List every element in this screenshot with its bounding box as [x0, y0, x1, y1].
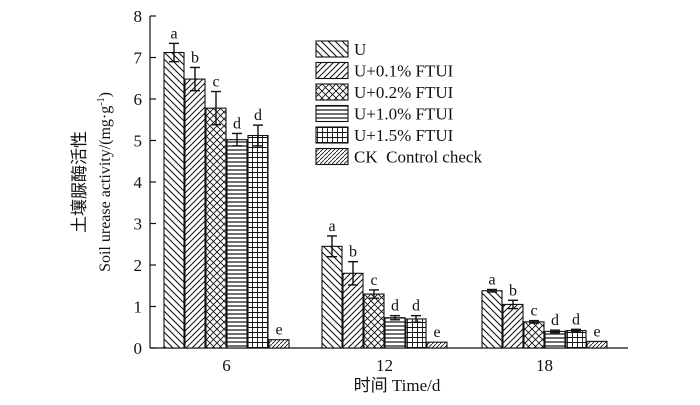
- legend-swatch: [315, 40, 349, 58]
- y-tick-label: 6: [134, 90, 143, 109]
- bar: [226, 139, 248, 349]
- bar: [426, 341, 448, 349]
- y-axis-label-en-text: Soil urease activity/(mg·g: [97, 106, 114, 272]
- y-tick-label: 4: [134, 173, 143, 192]
- significance-label: b: [349, 244, 357, 261]
- significance-label: d: [391, 298, 399, 315]
- significance-label: c: [370, 272, 377, 289]
- y-axis-label: 土壤脲酶活性: [69, 131, 89, 233]
- significance-label: d: [572, 311, 580, 328]
- bar: [565, 330, 587, 349]
- legend-swatch: [315, 61, 349, 80]
- x-tick-label: 18: [536, 356, 553, 375]
- x-axis-label: 时间 Time/d: [354, 376, 441, 395]
- x-tick-label: 12: [376, 356, 393, 375]
- significance-label: d: [551, 312, 559, 329]
- significance-label: a: [488, 271, 495, 288]
- bar: [321, 245, 343, 349]
- bar: [268, 339, 290, 349]
- significance-label: b: [191, 49, 199, 66]
- bar: [405, 318, 427, 349]
- bar: [163, 51, 185, 349]
- bar: [586, 340, 608, 349]
- significance-label: a: [170, 25, 177, 42]
- legend: U U+0.1% FTUI U+0.2% FTUI U+1.0% FTUI U+1.5%…: [315, 40, 482, 167]
- x-ticks: 6 12 18: [222, 356, 553, 375]
- y-axis-label-close: ): [97, 92, 114, 97]
- legend-label: U: [354, 40, 366, 59]
- legend-label: CK Control check: [354, 148, 482, 167]
- bar: [205, 107, 227, 349]
- bar: [184, 78, 206, 349]
- y-axis-label-en: Soil urease activity/(mg·g-1): [96, 92, 114, 272]
- significance-label: e: [433, 324, 440, 341]
- legend-swatch: [315, 147, 349, 166]
- legend-label: U+1.0% FTUI: [354, 105, 454, 124]
- y-tick-label: 3: [134, 215, 143, 234]
- legend-swatch: [315, 83, 349, 101]
- bar: [544, 330, 566, 349]
- bar: [481, 290, 503, 349]
- y-axis-label-sup: -1: [96, 97, 107, 105]
- legend-label: U+0.1% FTUI: [354, 62, 454, 81]
- significance-label: c: [530, 303, 537, 320]
- y-tick-label: 0: [134, 339, 143, 358]
- bar: [523, 321, 545, 349]
- legend-label: U+0.2% FTUI: [354, 83, 454, 102]
- significance-label: c: [212, 74, 219, 91]
- y-tick-label: 2: [134, 256, 143, 275]
- bar: [502, 303, 524, 349]
- significance-label: a: [328, 218, 335, 235]
- significance-label: b: [509, 282, 517, 299]
- y-tick-label: 5: [134, 132, 143, 151]
- bar: [363, 293, 385, 349]
- significance-label: d: [254, 107, 262, 124]
- legend-swatch: [315, 104, 349, 123]
- significance-label: e: [593, 323, 600, 340]
- significance-label: d: [233, 115, 241, 132]
- x-tick-label: 6: [222, 356, 231, 375]
- y-axis-label-zh: 土壤脲酶活性: [69, 131, 89, 233]
- legend-swatch: [315, 126, 349, 144]
- y-tick-label: 1: [134, 298, 143, 317]
- y-tick-label: 7: [134, 49, 143, 68]
- y-ticks: 0 1 2 3 4 5 6 7 8: [134, 7, 156, 358]
- legend-label: U+1.5% FTUI: [354, 126, 454, 145]
- bar: [384, 317, 406, 349]
- y-tick-label: 8: [134, 7, 143, 26]
- significance-label: e: [275, 322, 282, 339]
- bar: [247, 134, 269, 349]
- significance-label: d: [412, 298, 420, 315]
